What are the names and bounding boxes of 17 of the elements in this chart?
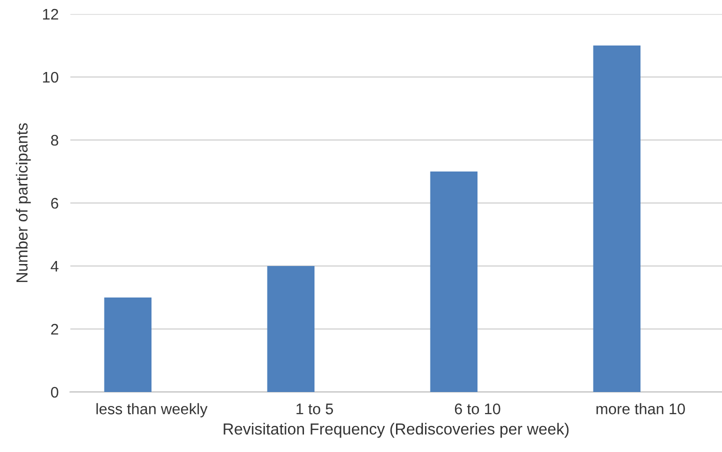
y-tick-label: 6 <box>51 198 58 209</box>
y-tick-label: 2 <box>51 324 58 335</box>
bar <box>593 46 640 392</box>
y-axis-title: Number of participants <box>16 123 31 282</box>
y-tick-label: 4 <box>50 261 58 272</box>
y-tick-label: 0 <box>50 386 58 398</box>
x-axis-title: Revisitation Frequency (Rediscoveries per week) <box>224 422 569 438</box>
bar <box>267 266 314 392</box>
y-tick-label: 10 <box>43 72 58 83</box>
y-tick-label: 8 <box>51 134 58 146</box>
x-tick-label: less than weekly <box>96 403 208 418</box>
x-tick-label: more than 10 <box>596 403 685 414</box>
x-tick-label: 6 to 10 <box>454 404 500 414</box>
bar <box>104 298 152 392</box>
y-tick-label: 12 <box>43 8 58 20</box>
x-tick-label: 1 to 5 <box>296 404 333 414</box>
bar <box>430 172 478 392</box>
